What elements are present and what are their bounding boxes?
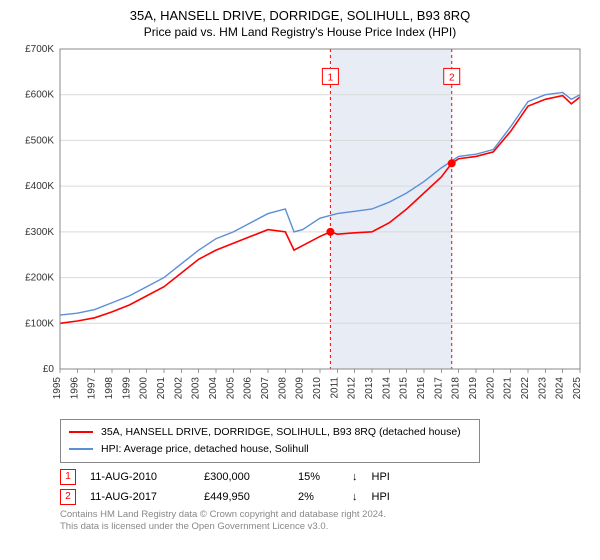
marker-badge: 1: [60, 469, 76, 485]
svg-text:2022: 2022: [520, 377, 531, 400]
svg-text:2009: 2009: [295, 377, 306, 400]
footer-line: This data is licensed under the Open Gov…: [60, 521, 588, 533]
svg-text:1999: 1999: [121, 377, 132, 400]
legend-item: 35A, HANSELL DRIVE, DORRIDGE, SOLIHULL, …: [69, 424, 471, 441]
svg-text:2016: 2016: [416, 377, 427, 400]
footer-attribution: Contains HM Land Registry data © Crown c…: [60, 509, 588, 534]
legend: 35A, HANSELL DRIVE, DORRIDGE, SOLIHULL, …: [60, 419, 480, 463]
svg-text:2010: 2010: [312, 377, 323, 400]
svg-text:2023: 2023: [537, 377, 548, 400]
svg-text:2000: 2000: [139, 377, 150, 400]
svg-text:2004: 2004: [208, 377, 219, 400]
svg-text:2008: 2008: [277, 377, 288, 400]
marker-arrow-label: HPI: [372, 491, 390, 503]
svg-text:2014: 2014: [381, 377, 392, 400]
marker-arrow: ↓: [352, 491, 358, 503]
svg-text:2015: 2015: [399, 377, 410, 400]
marker-pct: 15%: [298, 471, 338, 483]
marker-price: £300,000: [204, 471, 284, 483]
price-markers-table: 1 11-AUG-2010 £300,000 15% ↓ HPI 2 11-AU…: [60, 469, 588, 505]
svg-text:£700K: £700K: [25, 45, 54, 55]
svg-text:1998: 1998: [104, 377, 115, 400]
svg-text:2: 2: [449, 72, 455, 83]
marker-price: £449,950: [204, 491, 284, 503]
svg-text:2024: 2024: [555, 377, 566, 400]
svg-text:2021: 2021: [503, 377, 514, 400]
svg-text:2020: 2020: [485, 377, 496, 400]
svg-text:£0: £0: [43, 364, 55, 375]
marker-badge: 2: [60, 489, 76, 505]
svg-text:2012: 2012: [347, 377, 358, 400]
line-chart-svg: £0 £100K £200K £300K £400K £500K £600K £700K 199…: [12, 45, 588, 415]
svg-text:£600K: £600K: [25, 90, 54, 101]
svg-text:1997: 1997: [87, 377, 98, 400]
legend-label: HPI: Average price, detached house, Soli…: [101, 441, 309, 458]
footer-line: Contains HM Land Registry data © Crown c…: [60, 509, 588, 521]
svg-text:2013: 2013: [364, 377, 375, 400]
chart-area: £0 £100K £200K £300K £400K £500K £600K £700K 199…: [12, 45, 588, 415]
svg-text:2017: 2017: [433, 377, 444, 400]
price-marker-row: 1 11-AUG-2010 £300,000 15% ↓ HPI: [60, 469, 588, 485]
svg-text:2025: 2025: [572, 377, 583, 400]
marker-pct: 2%: [298, 491, 338, 503]
legend-swatch: [69, 448, 93, 450]
chart-subtitle: Price paid vs. HM Land Registry's House …: [12, 25, 588, 39]
svg-text:2005: 2005: [225, 377, 236, 400]
legend-label: 35A, HANSELL DRIVE, DORRIDGE, SOLIHULL, …: [101, 424, 461, 441]
marker-date: 11-AUG-2017: [90, 491, 190, 503]
svg-text:2003: 2003: [191, 377, 202, 400]
svg-text:£400K: £400K: [25, 181, 54, 192]
legend-swatch: [69, 431, 93, 433]
svg-text:1: 1: [328, 72, 334, 83]
svg-text:2011: 2011: [329, 377, 340, 399]
svg-text:1995: 1995: [52, 377, 63, 400]
price-marker-row: 2 11-AUG-2017 £449,950 2% ↓ HPI: [60, 489, 588, 505]
svg-text:2002: 2002: [173, 377, 184, 400]
svg-text:2001: 2001: [156, 377, 167, 400]
svg-text:£300K: £300K: [25, 227, 54, 238]
legend-item: HPI: Average price, detached house, Soli…: [69, 441, 471, 458]
svg-text:2007: 2007: [260, 377, 271, 400]
svg-text:£500K: £500K: [25, 135, 54, 146]
marker-date: 11-AUG-2010: [90, 471, 190, 483]
svg-text:2018: 2018: [451, 377, 462, 400]
svg-text:2006: 2006: [243, 377, 254, 400]
svg-text:£200K: £200K: [25, 273, 54, 284]
svg-text:2019: 2019: [468, 377, 479, 400]
marker-arrow-label: HPI: [372, 471, 390, 483]
svg-text:1996: 1996: [69, 377, 80, 400]
marker-arrow: ↓: [352, 471, 358, 483]
chart-title: 35A, HANSELL DRIVE, DORRIDGE, SOLIHULL, …: [12, 8, 588, 23]
svg-text:£100K: £100K: [25, 318, 54, 329]
